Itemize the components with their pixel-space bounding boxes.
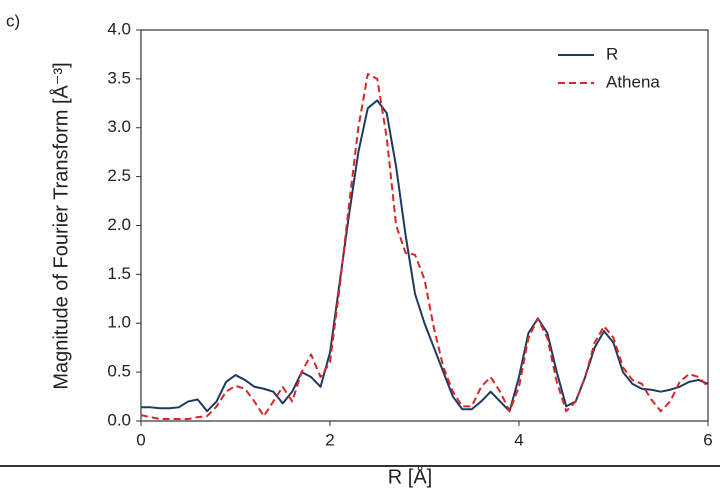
y-tick-label: 1.0 [107,313,131,332]
panel-label: c) [6,11,20,30]
x-tick-label: 0 [136,430,145,449]
y-tick-label: 3.0 [107,117,131,136]
y-tick-label: 1.5 [107,264,131,283]
y-tick-label: 4.0 [107,19,131,38]
legend-label: Athena [606,72,660,91]
y-tick-label: 2.0 [107,215,131,234]
series-line [140,72,709,421]
y-axis-label: Magnitude of Fourier Transform [Å⁻³] [49,62,72,389]
y-tick-label: 3.5 [107,68,131,87]
x-tick-label: 4 [514,430,523,449]
legend-label: R [606,44,618,63]
y-tick-label: 2.5 [107,166,131,185]
x-tick-label: 2 [325,430,334,449]
y-tick-label: 0.0 [107,410,131,429]
y-tick-label: 0.5 [107,362,131,381]
x-axis-label: R [Å] [388,465,432,488]
series-line [141,99,709,413]
x-tick-label: 6 [703,430,712,449]
